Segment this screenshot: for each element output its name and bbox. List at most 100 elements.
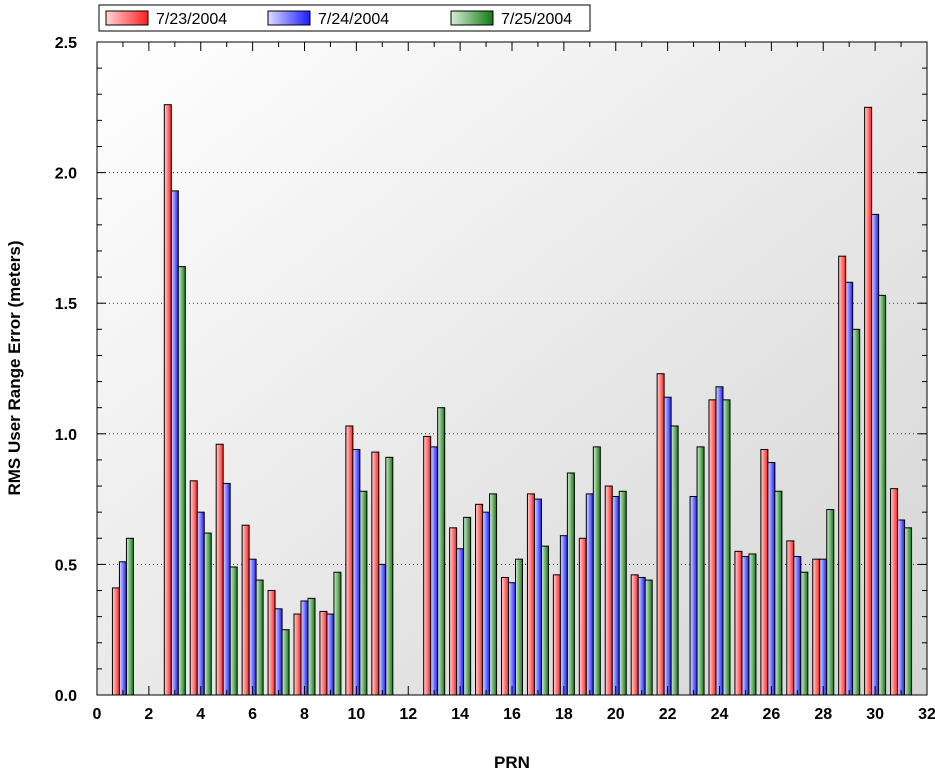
bar bbox=[663, 396, 672, 696]
bar bbox=[878, 294, 887, 696]
bar bbox=[475, 503, 484, 696]
bar bbox=[378, 563, 387, 696]
bar bbox=[456, 548, 465, 696]
x-tick-label: 20 bbox=[607, 706, 625, 723]
x-tick-label: 0 bbox=[93, 706, 102, 723]
bar bbox=[852, 328, 861, 696]
bar bbox=[248, 558, 257, 696]
bar bbox=[515, 558, 524, 696]
bar bbox=[267, 590, 276, 696]
bar bbox=[359, 490, 368, 696]
bar bbox=[800, 571, 809, 696]
bar bbox=[826, 509, 835, 696]
x-tick-label: 32 bbox=[918, 706, 935, 723]
y-tick-label: 2.5 bbox=[55, 35, 77, 52]
bar bbox=[326, 613, 335, 696]
bar bbox=[507, 582, 517, 696]
y-tick-label: 0.5 bbox=[55, 557, 77, 574]
bar bbox=[118, 561, 127, 696]
x-tick-label: 30 bbox=[866, 706, 884, 723]
bar bbox=[222, 482, 231, 696]
bar bbox=[307, 597, 316, 696]
bar bbox=[578, 537, 587, 696]
x-tick-label: 12 bbox=[399, 706, 417, 723]
bar bbox=[125, 537, 134, 696]
x-tick-label: 4 bbox=[196, 706, 205, 723]
bar bbox=[566, 472, 575, 696]
bar bbox=[170, 190, 179, 696]
legend-swatch bbox=[105, 10, 149, 26]
bar bbox=[656, 373, 665, 696]
bar bbox=[722, 399, 731, 696]
bar bbox=[293, 613, 302, 696]
legend-label: 7/24/2004 bbox=[318, 11, 389, 28]
bar bbox=[300, 600, 309, 696]
bar bbox=[255, 579, 264, 696]
bar bbox=[748, 553, 757, 696]
bar bbox=[793, 556, 802, 696]
bar bbox=[786, 540, 795, 696]
bar bbox=[864, 106, 873, 696]
bar bbox=[845, 281, 854, 696]
bar bbox=[482, 511, 491, 696]
bar bbox=[500, 576, 509, 696]
bar bbox=[345, 425, 354, 696]
bar bbox=[552, 574, 561, 696]
x-tick-label: 22 bbox=[659, 706, 677, 723]
x-tick-label: 14 bbox=[451, 706, 469, 723]
x-tick-label: 2 bbox=[144, 706, 153, 723]
bar bbox=[533, 498, 542, 696]
bar bbox=[111, 587, 120, 696]
bar bbox=[489, 493, 498, 696]
bar bbox=[352, 448, 361, 696]
x-axis-title: PRN bbox=[494, 753, 530, 772]
bar bbox=[333, 571, 342, 696]
bar bbox=[241, 524, 250, 696]
bar bbox=[319, 610, 328, 696]
bar bbox=[385, 456, 394, 696]
bar bbox=[274, 608, 283, 696]
bar bbox=[871, 213, 880, 696]
legend-swatch bbox=[450, 10, 494, 26]
x-tick-label: 18 bbox=[555, 706, 573, 723]
x-tick-label: 10 bbox=[347, 706, 365, 723]
x-tick-label: 6 bbox=[248, 706, 257, 723]
bar bbox=[708, 399, 717, 696]
x-tick-label: 26 bbox=[762, 706, 780, 723]
legend-label: 7/25/2004 bbox=[501, 11, 572, 28]
bar bbox=[890, 488, 899, 696]
y-tick-label: 2.0 bbox=[55, 166, 77, 183]
bar bbox=[767, 462, 776, 696]
bar bbox=[585, 493, 594, 696]
bar bbox=[630, 574, 639, 696]
bar bbox=[670, 425, 679, 696]
bar bbox=[196, 511, 205, 696]
bar bbox=[540, 545, 549, 696]
bar bbox=[741, 556, 750, 696]
bar bbox=[696, 446, 705, 696]
bar bbox=[449, 527, 458, 696]
bar bbox=[774, 490, 783, 696]
bar bbox=[637, 576, 646, 696]
bar bbox=[819, 558, 828, 696]
y-tick-label: 1.5 bbox=[55, 296, 77, 313]
bar bbox=[812, 558, 821, 696]
bar bbox=[689, 495, 698, 696]
bar bbox=[715, 386, 724, 696]
bar bbox=[618, 490, 627, 696]
bar bbox=[838, 255, 847, 696]
bar bbox=[904, 527, 913, 696]
tick-labels: 0 2 4 6 8 10 12 14 16 18 20 22 24 26 28 30 320.00.51.01.… bbox=[55, 35, 935, 723]
bar bbox=[229, 566, 238, 696]
bar bbox=[592, 446, 601, 696]
y-tick-label: 1.0 bbox=[55, 427, 77, 444]
bar bbox=[203, 532, 212, 696]
bar bbox=[281, 629, 290, 696]
y-axis-title: RMS User Range Error (meters) bbox=[5, 240, 24, 495]
bar bbox=[177, 266, 186, 696]
legend-label: 7/23/2004 bbox=[156, 11, 227, 28]
bar bbox=[189, 480, 198, 696]
bar bbox=[897, 519, 906, 696]
x-tick-label: 8 bbox=[300, 706, 309, 723]
y-tick-label: 0.0 bbox=[55, 688, 77, 705]
